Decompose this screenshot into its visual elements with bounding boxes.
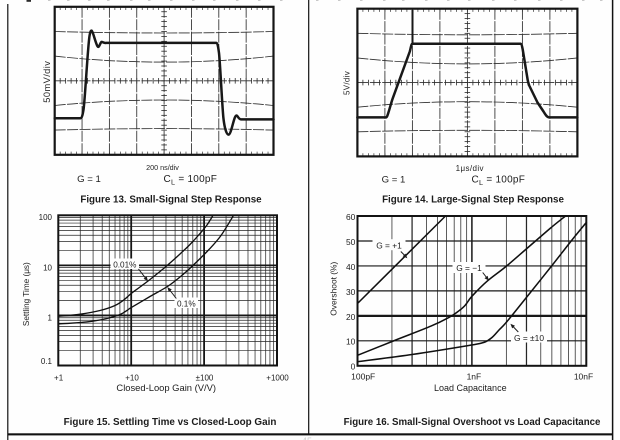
svg-text:200 ns/div: 200 ns/div bbox=[146, 163, 179, 172]
svg-text:20: 20 bbox=[346, 312, 356, 322]
svg-text:10: 10 bbox=[346, 337, 356, 347]
svg-text:+1000: +1000 bbox=[266, 374, 289, 383]
svg-text:0.1%: 0.1% bbox=[177, 299, 196, 308]
svg-text:G = 1: G = 1 bbox=[77, 174, 101, 185]
svg-text:10: 10 bbox=[43, 263, 52, 272]
svg-text:Overshoot (%): Overshoot (%) bbox=[329, 262, 339, 316]
svg-text:G = 1: G = 1 bbox=[382, 175, 406, 186]
svg-text:Figure 13. Small-Signal Step R: Figure 13. Small-Signal Step Response bbox=[80, 194, 262, 205]
svg-text:+1: +1 bbox=[54, 374, 64, 383]
svg-text:0: 0 bbox=[351, 362, 356, 372]
svg-text:60: 60 bbox=[346, 212, 356, 222]
svg-text:1: 1 bbox=[48, 313, 53, 322]
svg-text:50: 50 bbox=[346, 237, 356, 247]
svg-text:5V/div: 5V/div bbox=[342, 71, 351, 95]
svg-text:30: 30 bbox=[346, 287, 356, 297]
svg-text:0.1: 0.1 bbox=[41, 357, 53, 366]
svg-text:100: 100 bbox=[39, 213, 53, 222]
svg-text:1μs/div: 1μs/div bbox=[456, 164, 484, 173]
svg-text:50mV/div: 50mV/div bbox=[42, 61, 52, 103]
svg-text:40: 40 bbox=[346, 262, 356, 272]
svg-text:100pF: 100pF bbox=[351, 372, 375, 382]
svg-text:Figure 14. Large-Signal Step R: Figure 14. Large-Signal Step Response bbox=[382, 194, 564, 205]
svg-text:Figure 16. Small-Signal Oversh: Figure 16. Small-Signal Overshoot vs Loa… bbox=[344, 417, 601, 428]
svg-text:Figure 15. Settling Time vs Cl: Figure 15. Settling Time vs Closed-Loop … bbox=[64, 417, 277, 428]
svg-text:Load Capacitance: Load Capacitance bbox=[434, 383, 507, 393]
svg-text:45: 45 bbox=[302, 436, 312, 440]
svg-text:1nF: 1nF bbox=[467, 372, 482, 382]
svg-text:G = ±10: G = ±10 bbox=[514, 333, 544, 343]
svg-text:Closed-Loop Gain (V/V): Closed-Loop Gain (V/V) bbox=[116, 382, 216, 393]
svg-text:0.01%: 0.01% bbox=[113, 260, 136, 269]
svg-text:G = +1: G = +1 bbox=[376, 240, 402, 250]
svg-text:CL = 100pF: CL = 100pF bbox=[164, 174, 218, 186]
svg-text:±100: ±100 bbox=[196, 374, 214, 383]
svg-text:10nF: 10nF bbox=[574, 372, 593, 382]
svg-text:Settling Time (μs): Settling Time (μs) bbox=[22, 262, 31, 326]
svg-text:+10: +10 bbox=[125, 374, 139, 383]
svg-text:G = −1: G = −1 bbox=[456, 263, 482, 273]
svg-text:CL = 100pF: CL = 100pF bbox=[472, 175, 526, 187]
